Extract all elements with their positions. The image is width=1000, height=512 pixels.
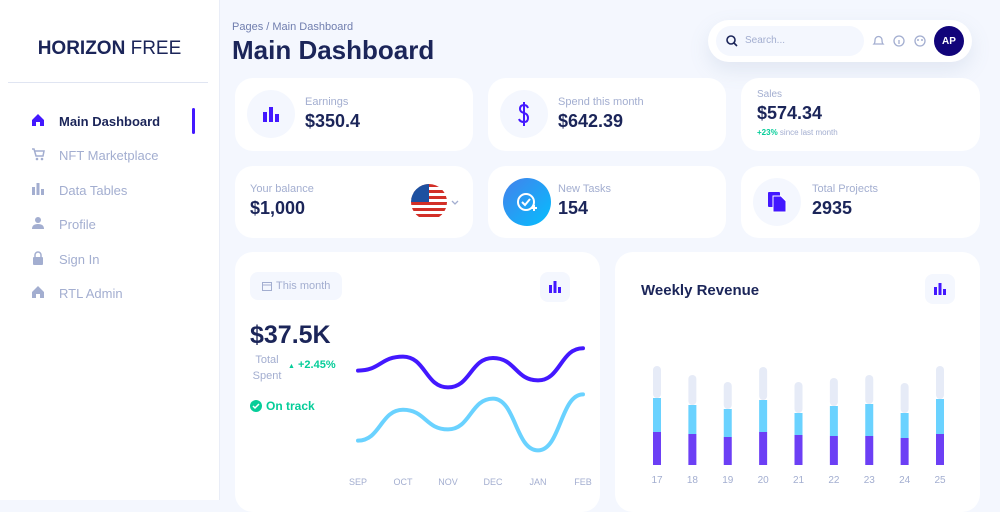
nav-icon	[32, 217, 44, 230]
chart-button[interactable]	[925, 274, 955, 304]
avatar[interactable]: AP	[934, 26, 964, 56]
stat-label: Spend this month	[558, 96, 644, 108]
stat-value: $642.39	[558, 111, 624, 131]
nav-icon	[32, 114, 44, 126]
nav-icon	[32, 286, 44, 298]
top-bar: Search... AP	[708, 20, 972, 62]
stat-icon	[500, 90, 548, 138]
search-box[interactable]: Search...	[716, 26, 864, 56]
divider	[8, 82, 208, 83]
stat-icon	[247, 90, 295, 138]
stat-value: 2935	[812, 198, 853, 218]
nav-item[interactable]: Sign In	[59, 251, 100, 267]
nav-item[interactable]: RTL Admin	[59, 286, 123, 301]
breadcrumb-root[interactable]: Pages	[232, 21, 264, 33]
search-placeholder: Search...	[745, 35, 786, 46]
stat-label: New Tasks	[558, 183, 611, 195]
brand: HORIZON FREE	[0, 38, 219, 60]
search-icon	[726, 35, 738, 47]
stat-icon	[753, 178, 801, 226]
revenue-card	[615, 252, 980, 512]
stat-value: $1,000	[250, 198, 306, 218]
stat-card: Sales $574.34 +23% since last month	[741, 78, 980, 151]
stat-label: Earnings	[305, 96, 349, 108]
nav-icon	[32, 148, 45, 161]
stat-card: Spend this month $642.39	[488, 78, 726, 151]
currency-flag[interactable]	[410, 183, 466, 223]
total-value: $37.5K	[250, 321, 331, 349]
brand-bold: HORIZON	[37, 38, 126, 59]
stat-icon	[503, 178, 551, 226]
breadcrumb-current: Main Dashboard	[272, 21, 354, 33]
stat-card: New Tasks 154	[488, 166, 726, 238]
total-change: ▲ +2.45%	[288, 359, 336, 371]
period-label: This month	[276, 280, 331, 292]
change-note: since last month	[779, 128, 838, 137]
header-icons[interactable]	[872, 34, 932, 48]
nav-item[interactable]: Data Tables	[59, 182, 128, 198]
period-selector[interactable]: This month	[250, 272, 342, 300]
nav-item[interactable]: Main Dashboard	[59, 114, 161, 129]
chart-button[interactable]	[540, 272, 570, 302]
sidebar: HORIZON FREE Main Dashboard NFT Marketpla…	[0, 0, 220, 500]
nav-item[interactable]: NFT Marketplace	[59, 148, 159, 164]
stat-value: $574.34	[757, 103, 823, 123]
stat-label: Your balance	[250, 183, 314, 195]
total-label: Total Spent	[252, 354, 282, 382]
change-value: +23%	[757, 128, 778, 137]
nav-item[interactable]: Profile	[59, 217, 96, 233]
stat-value: 154	[558, 198, 589, 218]
stat-card: Earnings $350.4	[235, 78, 473, 151]
breadcrumb: Pages / Main Dashboard	[232, 21, 353, 33]
breadcrumb-sep: /	[266, 21, 270, 33]
stat-card: Your balance $1,000	[235, 166, 473, 238]
stat-value: $350.4	[305, 111, 361, 131]
status-label: On track	[266, 399, 315, 413]
spending-card: This month $37.5K Total Spent ▲ +2.45% O…	[235, 252, 600, 512]
brand-light: FREE	[130, 38, 182, 59]
active-indicator	[192, 108, 195, 134]
stat-label: Sales	[757, 89, 783, 100]
status: On track	[250, 399, 315, 413]
stat-label: Total Projects	[812, 183, 879, 195]
nav-icon	[32, 182, 44, 195]
change-value: +2.45%	[298, 359, 336, 371]
stat-card: Total Projects 2935	[741, 166, 980, 238]
page-title: Main Dashboard	[232, 35, 435, 65]
stat-change: +23% since last month	[757, 128, 838, 137]
nav-icon	[33, 250, 43, 265]
